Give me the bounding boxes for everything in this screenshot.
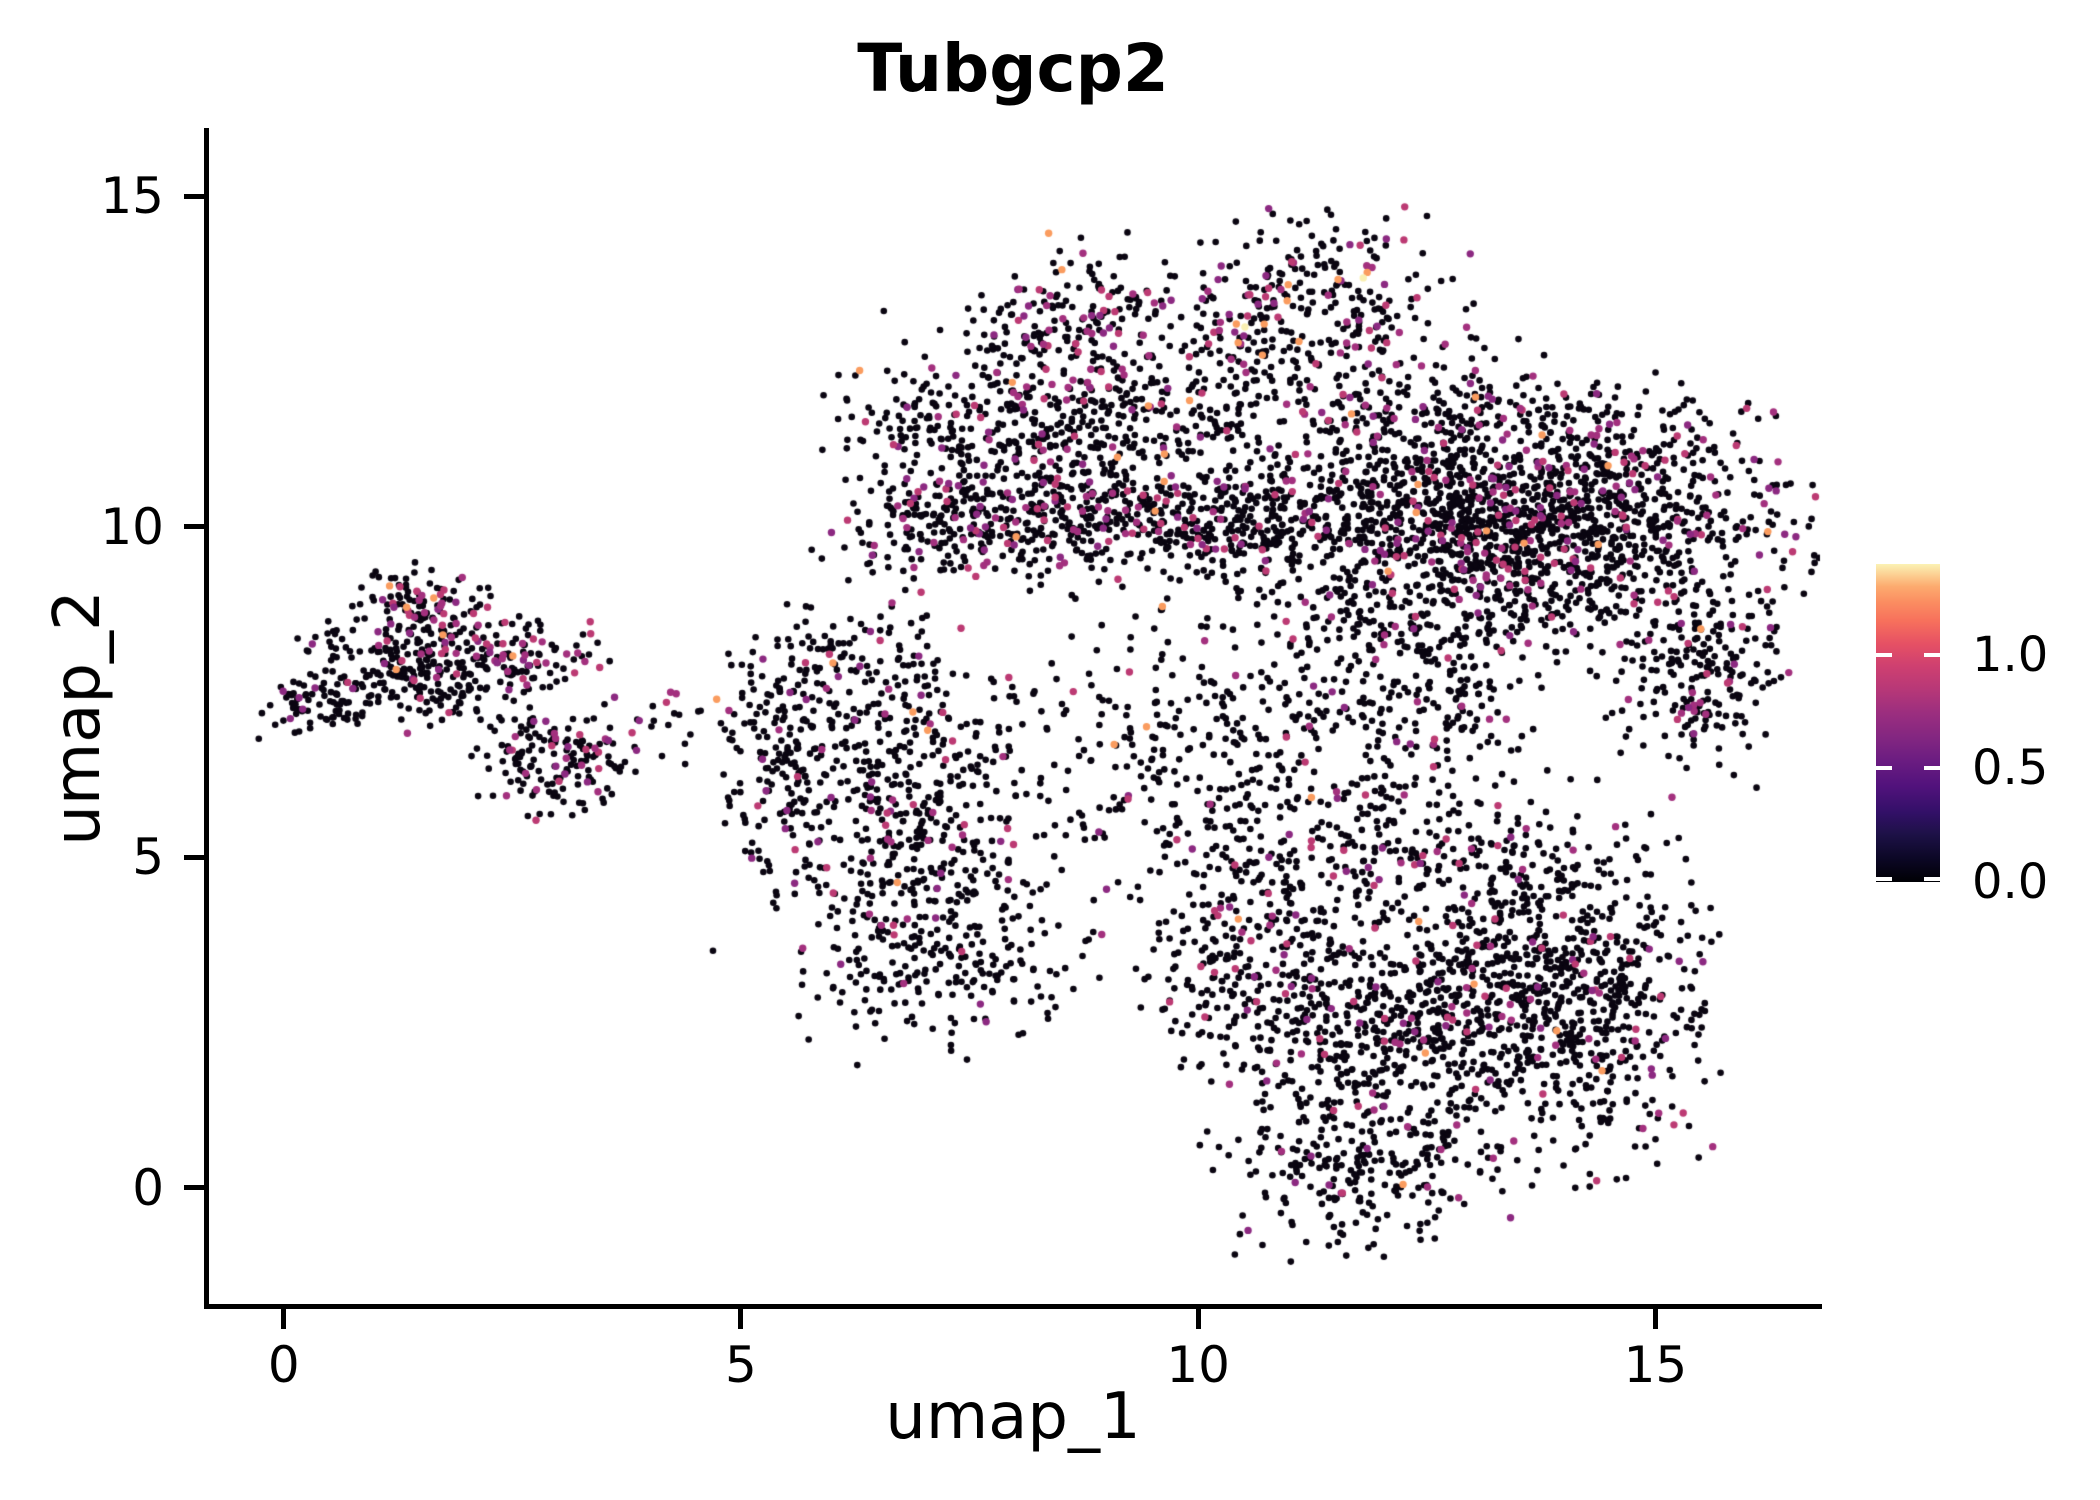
colorbar-tick-mark — [1924, 652, 1940, 657]
x-tick-mark — [1195, 1309, 1201, 1329]
colorbar-tick-mark — [1876, 877, 1892, 881]
y-tick-mark — [184, 1185, 204, 1191]
x-tick-mark — [738, 1309, 744, 1329]
y-tick-label: 5 — [132, 828, 164, 887]
x-tick-mark — [1652, 1309, 1658, 1329]
y-axis-label: umap_2 — [41, 590, 115, 846]
x-axis-label: umap_1 — [885, 1380, 1141, 1454]
x-tick-mark — [281, 1309, 287, 1329]
colorbar-tick-mark — [1876, 766, 1892, 771]
y-tick-mark — [184, 193, 204, 199]
colorbar-tick-label: 0.0 — [1972, 854, 2049, 910]
y-tick-mark — [184, 854, 204, 860]
x-tick-label: 0 — [267, 1336, 300, 1394]
y-tick-label: 15 — [100, 167, 164, 226]
y-tick-mark — [184, 524, 204, 530]
x-tick-label: 10 — [1166, 1336, 1230, 1394]
colorbar-tick-label: 1.0 — [1972, 626, 2049, 683]
y-tick-label: 0 — [132, 1158, 164, 1217]
colorbar-tick-mark — [1876, 652, 1892, 657]
x-tick-label: 5 — [725, 1336, 757, 1394]
colorbar-tick-mark — [1924, 766, 1940, 771]
x-axis-line — [204, 1304, 1822, 1309]
x-tick-label: 15 — [1623, 1336, 1688, 1394]
y-axis-line — [204, 128, 209, 1309]
colorbar-tick-mark — [1924, 877, 1940, 881]
y-tick-label: 10 — [100, 497, 164, 556]
colorbar-gradient — [1876, 564, 1940, 882]
colorbar-tick-label: 0.5 — [1972, 740, 2049, 797]
